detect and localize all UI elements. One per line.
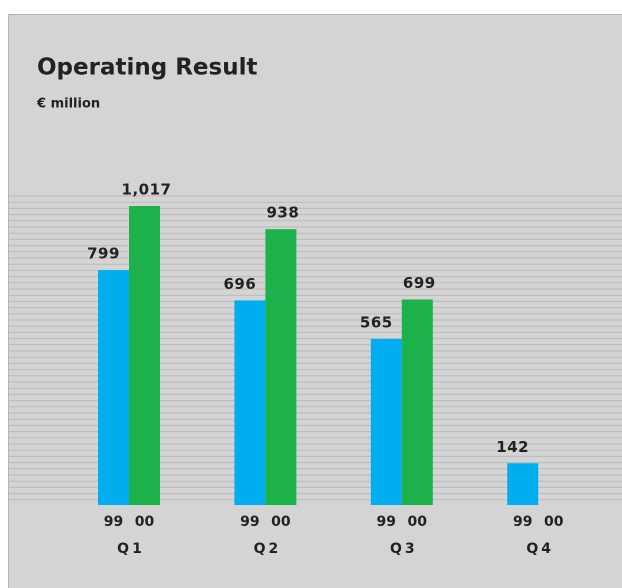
bar [98, 270, 129, 505]
value-label: 938 [266, 204, 299, 222]
bar [370, 338, 402, 505]
value-label: 696 [223, 275, 256, 293]
series-label: 00 [408, 514, 428, 530]
bar [265, 229, 297, 505]
series-label: 00 [271, 514, 291, 530]
chart-subtitle: € million [36, 97, 100, 112]
x-tick-label: Q2 [254, 541, 282, 557]
series-label: 99 [377, 514, 396, 530]
x-tick-label: Q4 [526, 541, 554, 557]
series-label: 00 [135, 514, 155, 530]
series-label: 99 [513, 514, 532, 530]
bar [507, 463, 539, 505]
value-label: 799 [87, 245, 120, 263]
series-label: 99 [240, 514, 259, 530]
value-label: 699 [403, 274, 436, 292]
chart-title: Operating Result [37, 55, 257, 81]
series-label: 99 [104, 514, 123, 530]
bar [129, 206, 160, 505]
value-label: 142 [496, 438, 529, 456]
bar [234, 300, 266, 505]
value-label: 565 [360, 313, 393, 331]
x-tick-label: Q1 [117, 541, 145, 557]
value-label: 1,017 [122, 181, 172, 199]
bar [401, 299, 433, 505]
series-label: 00 [544, 514, 564, 530]
x-tick-label: Q3 [390, 541, 418, 557]
